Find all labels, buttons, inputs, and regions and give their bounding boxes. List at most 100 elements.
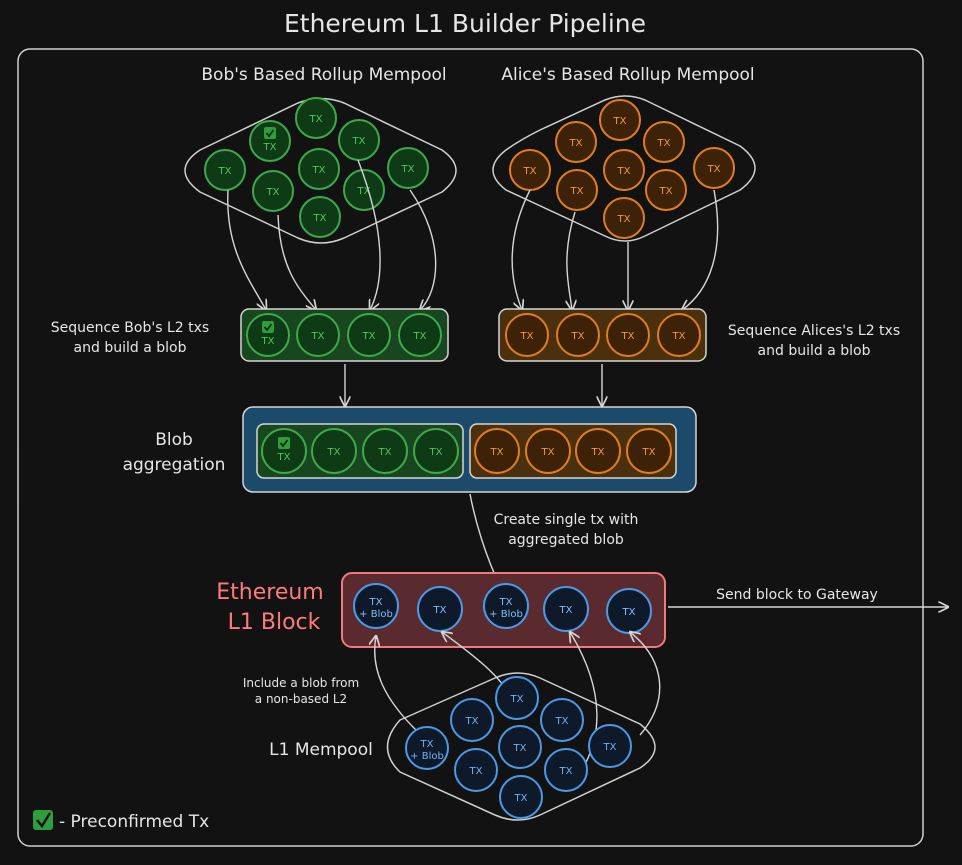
block-tx: TX [606,588,652,634]
block-tx: TX+ Blob [483,583,529,629]
blob-label: + Blob [410,751,444,762]
tx-label: TX [309,114,323,125]
tx-label: TX [413,331,427,342]
alice-tx: TX [645,169,687,211]
l1-mempool-tx: TX [540,698,584,742]
alice-blob-txs: TX TX TX TX [505,313,701,357]
tx-label: TX [642,447,656,458]
alice-blob-tx: TX [606,313,650,357]
bob-blob-tx: TX [398,313,442,357]
tx-label: TX [465,716,479,727]
block-tx: TX [543,586,589,632]
aggregated-bob-tx: TX [311,428,357,474]
tx-label: TX [541,447,555,458]
arrow-alice-2 [567,211,575,310]
tx-label: TX [369,597,383,608]
tx-label: TX [570,186,584,197]
tx-label: TX [263,142,277,153]
bob-blob-tx: TX [347,313,391,357]
tx-label: TX [657,138,671,149]
arrow-bob-2 [277,214,316,310]
tx-label: TX [613,116,627,127]
aggregation-bob-blob [256,423,464,479]
bob-tx: TX [343,169,385,211]
alice-tx: TX [509,149,551,191]
tx-label: TX [621,331,635,342]
bob-mempool-txs: TX TX TX TX TX TX TX TX TX [204,97,429,238]
bob-tx: TX [298,148,340,190]
tx-label: TX [499,597,513,608]
tx-label: TX [622,607,636,618]
alice-sequence-label-2: and build a blob [758,343,871,359]
tx-label: TX [469,766,483,777]
tx-label: TX [510,694,524,705]
tx-label: TX [707,164,721,175]
bob-blob-txs: TX TX TX TX [246,313,442,357]
tx-label: TX [261,336,275,347]
tx-label: TX [420,739,434,750]
arrow-bob-3 [357,159,381,310]
arrow-alice-4 [682,189,719,310]
outer-frame [17,48,924,847]
tx-label: TX [429,447,443,458]
l1-mempool-tx: TX [498,725,542,769]
aggregation-alice-blob [469,423,677,479]
arrow-l1-4 [630,632,661,736]
aggregated-bob-tx: TX [362,428,408,474]
bob-blob-tx: TX [296,313,340,357]
alice-blob-tx: TX [657,313,701,357]
aggregation-label-2: aggregation [123,455,226,475]
tx-label: TX [313,213,327,224]
l1-mempool-tx: TX+ Blob [405,726,449,770]
arrow-bob-1 [227,189,266,310]
block-label-1: Ethereum [216,580,323,605]
tx-label: TX [569,138,583,149]
alice-tx: TX [556,169,598,211]
alice-tx: TX [555,121,597,163]
create-tx-label-2: aggregated blob [508,532,624,548]
tx-label: TX [617,214,631,225]
alice-tx: TX [603,197,645,239]
preconfirmed-check-icon [264,127,276,139]
alice-mempool [492,95,756,242]
tx-label: TX [603,742,617,753]
bob-tx: TX [249,120,291,162]
tx-label: TX [559,766,573,777]
aggregated-alice-tx: TX [575,428,621,474]
tx-label: TX [277,452,291,463]
bob-tx: TX [299,196,341,238]
tx-label: TX [312,165,326,176]
preconfirmed-check-icon [278,437,290,449]
alice-tx: TX [693,147,735,189]
l1-mempool-tx: TX [588,724,632,768]
tx-label: TX [362,331,376,342]
tx-label: TX [523,166,537,177]
aggregated-alice-tx: TX [525,428,571,474]
blob-label: + Blob [359,609,393,620]
tx-label: TX [559,605,573,616]
tx-label: TX [327,447,341,458]
bob-tx: TX [387,147,429,189]
aggregated-alice-tx: TX [474,428,520,474]
l1-mempool [386,672,656,821]
tx-label: TX [672,331,686,342]
l1-mempool-tx: TX [454,748,498,792]
arrow-alice-1 [511,189,531,310]
tx-label: TX [378,447,392,458]
alice-blob-tx: TX [556,313,600,357]
bob-blob-tx: TX [246,313,290,357]
aggregated-alice-tx: TX [626,428,672,474]
block-tx: TX+ Blob [353,583,399,629]
tx-label: TX [617,166,631,177]
arrow-bob-4 [409,189,437,310]
tx-label: TX [218,166,232,177]
l1-mempool-tx: TX [450,698,494,742]
create-tx-label-1: Create single tx with [494,512,639,528]
aggregation-txs: TX TX TX TX TX TX TX TX [261,428,672,474]
legend: - Preconfirmed Tx [33,810,209,832]
block-label-2: L1 Block [228,610,321,635]
alice-blob-tx: TX [505,313,549,357]
tx-label: TX [311,331,325,342]
send-block-label: Send block to Gateway [716,587,878,603]
